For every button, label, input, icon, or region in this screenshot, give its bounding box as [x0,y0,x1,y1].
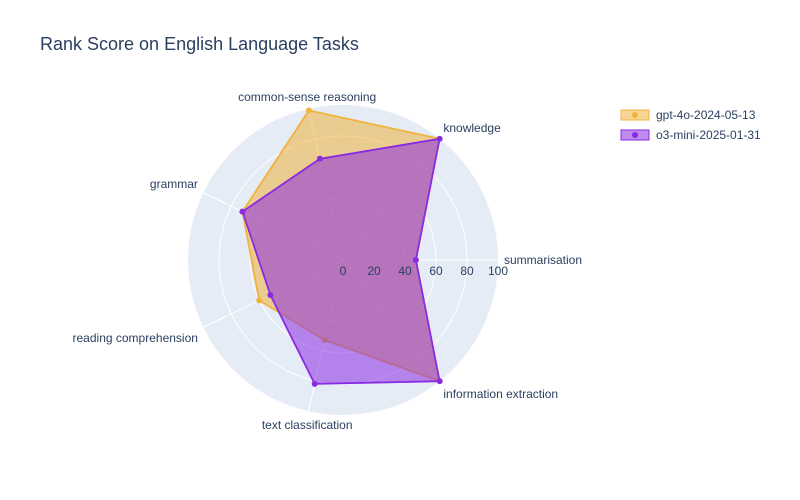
axis-label: information extraction [443,387,558,401]
axis-label: common-sense reasoning [238,90,376,104]
legend-marker [632,112,638,118]
radial-tick-label: 40 [398,264,412,278]
data-point[interactable] [239,208,246,215]
legend-item[interactable]: o3-mini-2025-01-31 [620,128,761,142]
legend-marker [632,132,638,138]
radial-ticks: 0 20 40 60 80 100 [340,264,509,278]
radial-tick-label: 100 [488,264,508,278]
radial-tick-label: 60 [429,264,443,278]
axis-label: grammar [150,177,198,191]
axis-label: text classification [262,418,353,432]
data-point[interactable] [256,297,263,304]
radial-tick-label: 80 [460,264,474,278]
chart-title: Rank Score on English Language Tasks [40,34,359,54]
axis-label: reading comprehension [73,331,198,345]
axis-labels: summarisation knowledge common-sense reaso… [73,90,583,432]
data-point[interactable] [436,135,443,142]
radial-tick-label: 20 [367,264,381,278]
data-point[interactable] [316,155,323,162]
series-layer [239,107,443,387]
data-point[interactable] [311,380,318,387]
legend-label: gpt-4o-2024-05-13 [656,108,756,122]
axis-label: summarisation [504,253,582,267]
data-point[interactable] [436,378,443,385]
data-point[interactable] [412,257,419,263]
axis-label: knowledge [443,121,501,135]
radial-tick-label: 0 [340,264,347,278]
series-area [241,137,441,385]
series-1 [239,135,443,387]
legend-label: o3-mini-2025-01-31 [656,128,761,142]
legend-item[interactable]: gpt-4o-2024-05-13 [620,108,756,122]
data-point[interactable] [267,291,274,298]
legend[interactable]: gpt-4o-2024-05-13 o3-mini-2025-01-31 [620,108,761,142]
data-point[interactable] [305,107,312,114]
